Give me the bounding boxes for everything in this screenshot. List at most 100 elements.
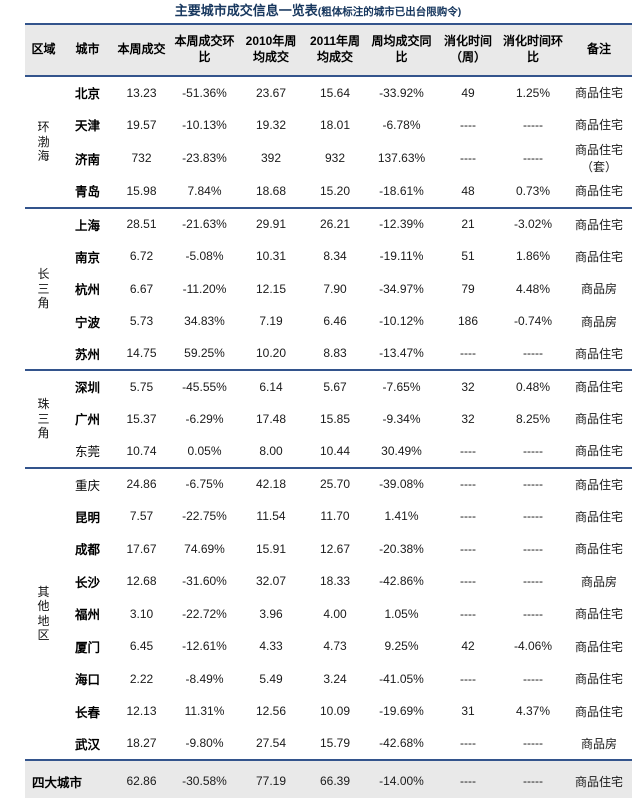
value-cell: -42.68% [367, 727, 436, 761]
value-cell: ----- [500, 337, 566, 371]
remark-cell: 商品住宅 [574, 380, 623, 395]
value-cell: 7.84% [170, 175, 239, 209]
header-row: 区域 城市 本周成交 本周成交环比 2010年周均成交 2011年周均成交 周均成交同比 消化… [25, 23, 632, 77]
value-cell: 17.67 [126, 541, 157, 556]
value-cell: 1.41% [384, 509, 419, 524]
table-row: 东莞 10.74 0.05% 8.00 10.44 30.49% ---- ----- 商品住宅 [25, 435, 632, 469]
value-cell: 32.07 [255, 574, 287, 589]
value-cell: -33.92% [379, 85, 424, 100]
value-cell: 11.70 [320, 509, 350, 524]
city-name: 武汉 [62, 727, 113, 761]
value-cell: 7.57 [129, 509, 154, 524]
city-name: 东莞 [62, 435, 113, 469]
column-header-2: 本周成交 [113, 23, 170, 77]
value-cell: 27.54 [239, 727, 303, 761]
value-cell: 42.18 [255, 477, 287, 492]
value-cell: 31 [461, 704, 475, 719]
column-header-0: 区域 [25, 23, 62, 77]
value-cell: ---- [460, 574, 476, 589]
value-cell: 4.33 [259, 639, 283, 654]
value-cell: 7.90 [323, 281, 347, 296]
remark-cell: 商品住宅 [574, 249, 623, 264]
remark-cell: 商品住宅 [574, 639, 623, 654]
value-cell: 15.91 [255, 541, 287, 556]
table-row: 宁波 5.73 34.83% 7.19 6.46 -10.12% 186 -0.74% 商品房 [25, 305, 632, 338]
value-cell: 15.37 [126, 411, 157, 426]
value-cell: ----- [523, 509, 543, 524]
value-cell: 12.15 [255, 281, 287, 296]
column-header-4: 2010年周均成交 [239, 23, 303, 77]
table-row: 苏州 14.75 59.25% 10.20 8.83 -13.47% ---- ----- 商品… [25, 337, 632, 371]
value-cell: -21.63% [182, 217, 227, 232]
value-cell: ----- [500, 435, 566, 469]
value-cell: 10.44 [303, 435, 367, 469]
summary-value-cell: ---- [436, 759, 500, 798]
table-title: 主要城市成交信息一览表(粗体标注的城市已出台限购令) [0, 0, 636, 20]
value-cell: 3.10 [129, 606, 154, 621]
city-transactions-table: 区域 城市 本周成交 本周成交环比 2010年周均成交 2011年周均成交 周均成交同比 消化… [25, 23, 632, 798]
remark-cell: 商品住宅 [574, 86, 623, 101]
city-name: 福州 [74, 608, 100, 623]
value-cell: 5.73 [129, 314, 154, 329]
city-name: 重庆 [74, 478, 100, 493]
value-cell: -7.65% [382, 379, 421, 394]
value-cell: 2.22 [129, 671, 154, 686]
table-row: 长沙 12.68 -31.60% 32.07 18.33 -42.86% ---- -----… [25, 565, 632, 598]
value-cell: 12.13 [126, 704, 157, 719]
remark-cell: 商品住宅 [574, 477, 623, 492]
value-cell: -13.47% [367, 337, 436, 371]
value-cell: 1.86% [515, 249, 551, 264]
value-cell: 932 [324, 151, 346, 165]
value-cell: -23.83% [182, 151, 227, 165]
city-name: 宁波 [74, 315, 100, 330]
city-name: 昆明 [74, 510, 100, 525]
value-cell: ----- [523, 671, 543, 686]
city-name: 海口 [74, 673, 100, 688]
table-row: 海口 2.22 -8.49% 5.49 3.24 -41.05% ---- ----- 商品住宅 [25, 663, 632, 696]
summary-label: 四大城市 [25, 759, 113, 798]
remark-cell: 商品房 [580, 574, 617, 589]
remark-cell: 商品住宅 [574, 217, 623, 232]
city-name: 长春 [74, 705, 100, 720]
remark-cell: 商品房 [580, 314, 617, 329]
value-cell: -18.61% [367, 175, 436, 209]
city-name: 厦门 [74, 640, 100, 655]
region-label: 长 三 角 [25, 207, 62, 371]
value-cell: 8.83 [303, 337, 367, 371]
value-cell: 11.31% [184, 704, 225, 719]
table-row: 其 他 地 区重庆 24.86 -6.75% 42.18 25.70 -39.08% ---… [25, 467, 632, 761]
value-cell: 30.49% [367, 435, 436, 469]
value-cell: ----- [523, 477, 543, 492]
value-cell: 18.27 [113, 727, 170, 761]
value-cell: -22.75% [182, 509, 227, 524]
column-header-3: 本周成交环比 [170, 23, 239, 77]
value-cell: ---- [460, 541, 476, 556]
value-cell: 3.24 [323, 671, 347, 686]
value-cell: 0.48% [515, 379, 551, 394]
value-cell: 15.98 [113, 175, 170, 209]
value-cell: 10.20 [239, 337, 303, 371]
value-cell: 32 [461, 379, 475, 394]
value-cell: 8.25% [515, 411, 551, 426]
value-cell: 1.25% [515, 85, 551, 100]
city-name: 深圳 [74, 381, 100, 396]
remark-cell: 商品房 [580, 282, 617, 297]
value-cell: 15.79 [303, 727, 367, 761]
summary-value-cell: -14.00% [367, 759, 436, 798]
city-name: 济南 [74, 152, 100, 167]
value-cell: -41.05% [379, 671, 424, 686]
value-cell: 6.46 [323, 314, 347, 329]
city-name: 上海 [74, 218, 100, 233]
value-cell: 10.74 [113, 435, 170, 469]
city-name: 苏州 [62, 337, 113, 371]
table-row: 珠 三 角深圳 5.75 -45.55% 6.14 5.67 -7.65% 32 0.48% 商… [25, 370, 632, 469]
value-cell: -10.12% [379, 314, 424, 329]
value-cell: ----- [523, 574, 543, 589]
table-body: 环 渤 海北京 13.23 -51.36% 23.67 15.64 -33.92% 49 1.… [25, 76, 632, 798]
value-cell: ----- [523, 117, 543, 132]
value-cell: 7.19 [259, 314, 283, 329]
remark-cell: 商品住宅 [574, 542, 623, 557]
value-cell: 21 [461, 217, 475, 232]
value-cell: 8.34 [323, 249, 347, 264]
